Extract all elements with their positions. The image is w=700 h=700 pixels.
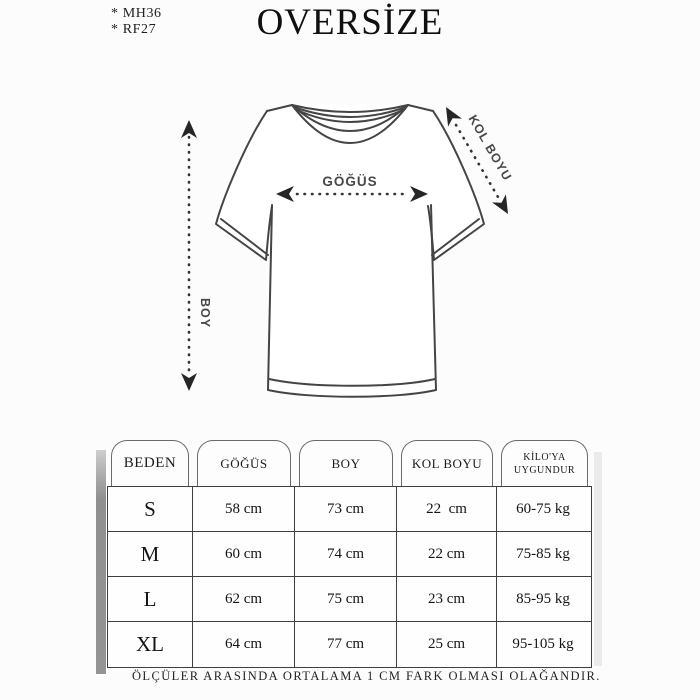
header-cell-gogus: GÖĞÜS [197,440,291,486]
chest-arrow-left-head [276,186,294,202]
tshirt-collar-outer [291,104,409,144]
tshirt-hem-line [268,378,436,387]
cell-size: L [108,577,193,621]
tshirt-right-sleeve-outline [427,110,485,261]
table-row-m: M 60 cm 74 cm 22 cm 75-85 kg [108,532,591,577]
tshirt-left-cuff-line [220,218,269,256]
header-cell-kiloya-uygundur: KİLO'YA UYGUNDUR [501,440,588,486]
cell-length: 75 cm [295,577,397,621]
tshirt-left-sleeve-outline [215,110,273,261]
header-cell-beden: BEDEN [111,440,189,486]
tshirt-collar-top [291,104,409,113]
tshirt-right-shoulder [407,104,434,112]
tshirt-collar-inner [291,104,409,132]
sleeve-arrow-bottom-head [492,194,508,214]
sleeve-arrow-dots [454,123,500,199]
table-row-l: L 62 cm 75 cm 23 cm 85-95 kg [108,577,591,622]
cell-chest: 58 cm [193,487,295,531]
length-label: BOY [198,298,212,328]
tshirt-body-fill [267,105,436,397]
table-right-shadow [594,452,602,666]
header-cell-kol-boyu: KOL BOYU [401,440,493,486]
page-title: OVERSİZE [256,2,444,43]
cell-size: M [108,532,193,576]
size-table-header: BEDEN GÖĞÜS BOY KOL BOYU KİLO'YA UYGUNDU… [107,438,592,486]
tshirt-left-shoulder [266,104,293,112]
cell-length: 77 cm [295,622,397,667]
cell-sleeve: 23 cm [397,577,497,621]
tshirt-torso-outline [267,204,437,398]
product-code-1: * MH36 [111,6,162,21]
size-table: BEDEN GÖĞÜS BOY KOL BOYU KİLO'YA UYGUNDU… [107,438,592,668]
cell-length: 74 cm [295,532,397,576]
length-arrow-bottom-head [181,373,197,391]
table-row-xl: XL 64 cm 77 cm 25 cm 95-105 kg [108,622,591,667]
product-code-2: * RF27 [111,21,157,37]
cell-length: 73 cm [295,487,397,531]
tshirt-collar-rib2 [294,108,406,123]
cell-size: S [108,487,193,531]
chest-arrow-right-head [410,186,428,202]
cell-sleeve: 22 cm [397,487,497,531]
size-table-body: S 58 cm 73 cm 22 cm 60-75 kg M 60 cm 74 … [107,486,592,668]
tshirt-right-sleeve-fill [428,111,484,260]
cell-sleeve: 22 cm [397,532,497,576]
chest-label: GÖĞÜS [322,174,377,189]
tshirt-collar-rib1 [293,106,407,118]
header-cell-boy: BOY [299,440,393,486]
sleeve-label: KOL BOYU [466,113,515,184]
cell-size: XL [108,622,193,667]
table-row-s: S 58 cm 73 cm 22 cm 60-75 kg [108,487,591,532]
table-left-shadow [96,450,106,674]
cell-weight: 95-105 kg [512,636,574,652]
length-arrow-top-head [181,120,197,138]
sleeve-arrow-top-head [446,107,462,127]
cell-sleeve: 25 cm [397,622,497,667]
product-codes: * MH36 * RF27 [111,6,162,37]
tolerance-note: ÖLÇÜLER ARASINDA ORTALAMA 1 CM FARK OLMA… [132,669,601,683]
cell-chest: 60 cm [193,532,295,576]
cell-weight: 60-75 kg [516,500,570,517]
tshirt-left-sleeve-fill [216,111,272,260]
tshirt-right-cuff-line [431,218,480,256]
cell-chest: 62 cm [193,577,295,621]
cell-chest: 64 cm [193,622,295,667]
cell-weight: 75-85 kg [516,545,570,562]
cell-weight: 85-95 kg [516,590,570,607]
